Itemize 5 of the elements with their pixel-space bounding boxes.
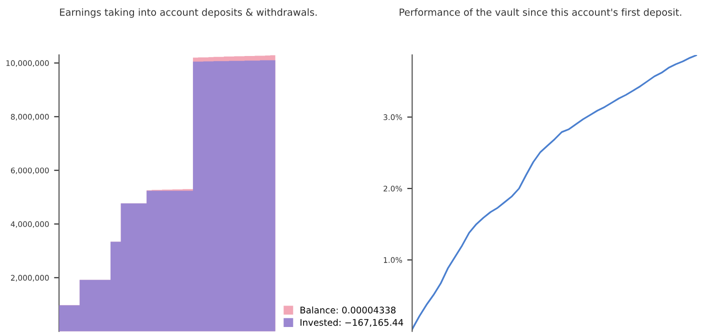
legend-label: Invested: −167,165.44 [300,318,404,327]
line-series [412,54,698,330]
chart-title: Performance of the vault since this account's first deposit. [400,8,682,18]
legend-label: Balance: 0.00004338 [300,306,396,314]
chart-title: Earnings taking into account deposits & withdrawals. [60,8,317,18]
